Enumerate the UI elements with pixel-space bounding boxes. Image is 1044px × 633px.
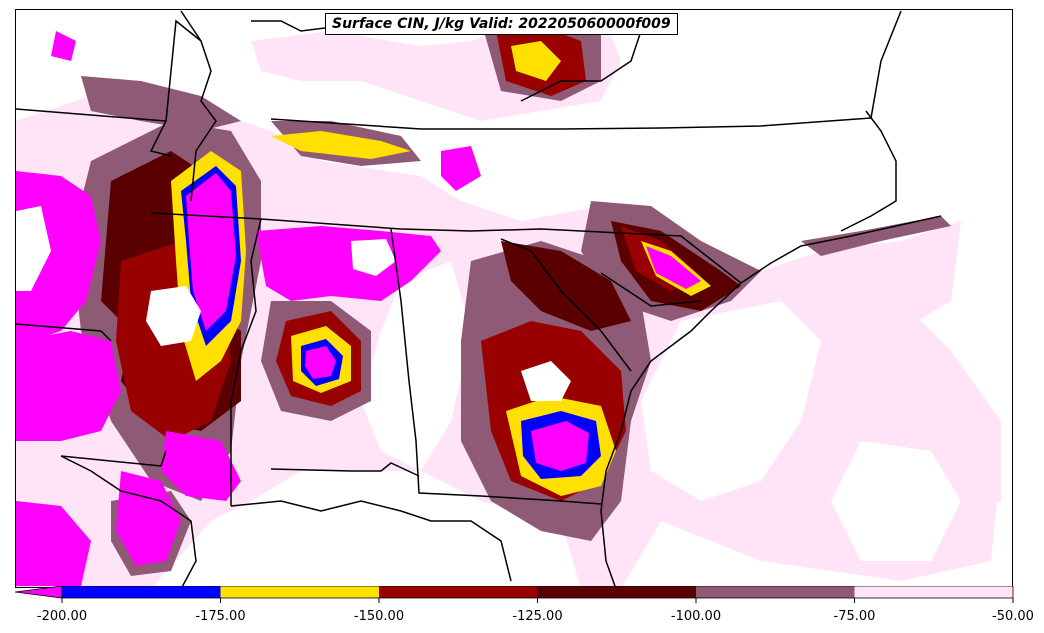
colorbar-tick-label: -75.00 bbox=[833, 609, 876, 624]
maroon-region bbox=[501, 241, 631, 331]
magenta-region bbox=[16, 331, 121, 441]
clear-region bbox=[361, 261, 471, 471]
map-title: Surface CIN, J/kg Valid: 202205060000f00… bbox=[325, 13, 678, 35]
yellow-region bbox=[271, 131, 411, 159]
cin-field-pockets bbox=[16, 206, 571, 401]
magenta-region bbox=[161, 431, 241, 501]
magenta-region bbox=[256, 226, 441, 301]
colorbar-segment bbox=[379, 586, 538, 598]
colorbar-tick-label: -100.00 bbox=[670, 609, 722, 624]
magenta-region bbox=[531, 421, 589, 471]
state-boundary bbox=[390, 228, 602, 505]
colorbar-segment bbox=[62, 586, 221, 598]
state-boundary bbox=[16, 108, 172, 157]
magenta-region bbox=[305, 346, 336, 379]
state-boundary bbox=[180, 10, 202, 42]
magenta-region bbox=[16, 501, 91, 586]
colorbar-tick-label: -200.00 bbox=[36, 609, 88, 624]
clear-pocket bbox=[351, 239, 396, 276]
cin-map bbox=[16, 10, 1001, 587]
cin-field-clear bbox=[361, 21, 961, 561]
coastline bbox=[230, 500, 512, 582]
map-panel bbox=[15, 9, 1013, 588]
magenta-region bbox=[116, 471, 181, 566]
coastline bbox=[840, 110, 897, 232]
magenta-region bbox=[51, 31, 76, 61]
coastline bbox=[60, 455, 197, 587]
yellow-region bbox=[511, 41, 561, 81]
state-boundary bbox=[270, 117, 872, 130]
colorbar-tick-label: -125.00 bbox=[512, 609, 563, 624]
colorbar bbox=[15, 586, 1014, 603]
clear-pocket bbox=[521, 361, 571, 401]
state-boundary bbox=[60, 450, 167, 467]
colorbar-tick-label: -50.00 bbox=[992, 609, 1034, 624]
magenta-region bbox=[441, 146, 481, 191]
mauve-region bbox=[81, 76, 241, 131]
state-boundary bbox=[270, 462, 420, 477]
mauve-region bbox=[801, 216, 951, 256]
coastline bbox=[520, 30, 642, 102]
colorbar-segment bbox=[537, 586, 696, 598]
state-boundary bbox=[165, 19, 217, 202]
colorbar-tick-label: -175.00 bbox=[195, 609, 246, 624]
colorbar-segment bbox=[696, 586, 855, 598]
colorbar-under-triangle bbox=[15, 586, 63, 599]
magenta-region bbox=[186, 173, 236, 331]
colorbar-segment bbox=[854, 586, 1013, 598]
colorbar-segment bbox=[220, 586, 379, 598]
coastline bbox=[600, 282, 742, 587]
clear-pocket bbox=[16, 206, 51, 291]
state-boundary bbox=[16, 323, 112, 342]
coastline bbox=[740, 215, 942, 284]
cin-field-magenta bbox=[16, 31, 701, 586]
colorbar-tick-label: -150.00 bbox=[353, 609, 405, 624]
clear-region bbox=[691, 21, 901, 141]
magenta-region bbox=[646, 246, 701, 289]
state-boundary bbox=[600, 272, 702, 307]
clear-region bbox=[831, 441, 961, 561]
clear-pocket bbox=[146, 286, 201, 346]
clear-region bbox=[641, 301, 821, 501]
coastline bbox=[870, 10, 902, 119]
state-boundary bbox=[500, 238, 632, 372]
state-boundary bbox=[230, 218, 262, 506]
pink-region-east bbox=[781, 291, 1001, 521]
